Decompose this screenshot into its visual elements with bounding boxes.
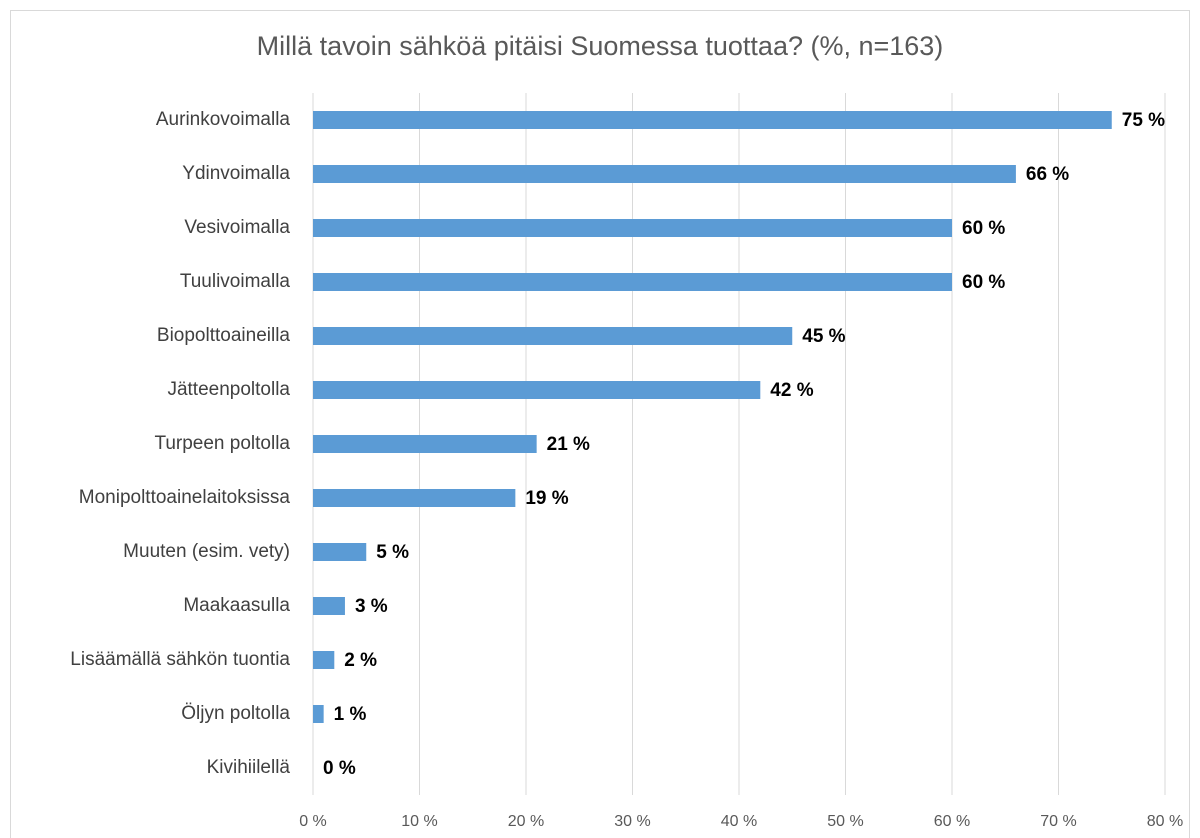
y-tick-label: Tuulivoimalla — [180, 271, 291, 292]
bar — [313, 651, 335, 669]
y-tick-label: Jätteenpoltolla — [167, 379, 290, 400]
y-tick-label: Muuten (esim. vety) — [123, 541, 290, 562]
y-tick-label: Turpeen poltolla — [154, 433, 290, 454]
x-tick-label: 50 % — [827, 813, 863, 830]
y-tick-label: Vesivoimalla — [184, 217, 290, 238]
bar — [313, 489, 516, 507]
bar — [313, 543, 367, 561]
x-tick-label: 40 % — [721, 813, 757, 830]
bar — [313, 219, 952, 237]
y-tick-label: Lisäämällä sähkön tuontia — [70, 649, 290, 670]
x-tick-label: 20 % — [508, 813, 544, 830]
data-label: 0 % — [323, 758, 356, 779]
y-tick-label: Aurinkovoimalla — [156, 109, 291, 130]
bar — [313, 273, 952, 291]
y-tick-label: Biopolttoaineilla — [157, 325, 291, 346]
bar — [313, 597, 345, 615]
data-label: 2 % — [344, 650, 377, 671]
y-tick-label: Kivihiilellä — [207, 757, 291, 778]
chart-frame — [10, 10, 1190, 838]
bar — [313, 705, 324, 723]
chart-title: Millä tavoin sähköä pitäisi Suomessa tuo… — [257, 31, 944, 61]
data-label: 21 % — [547, 434, 590, 455]
data-label: 45 % — [802, 326, 845, 347]
data-label: 75 % — [1122, 110, 1165, 131]
y-tick-label: Öljyn poltolla — [181, 703, 290, 724]
x-tick-label: 30 % — [614, 813, 650, 830]
bar — [313, 165, 1016, 183]
bar — [313, 381, 761, 399]
bar — [313, 327, 793, 345]
y-tick-label: Ydinvoimalla — [182, 163, 290, 184]
x-tick-label: 70 % — [1040, 813, 1076, 830]
y-tick-label: Maakaasulla — [183, 595, 290, 616]
data-label: 1 % — [334, 704, 367, 725]
bar — [313, 435, 537, 453]
data-label: 42 % — [770, 380, 813, 401]
y-tick-label: Monipolttoainelaitoksissa — [79, 487, 291, 508]
x-tick-label: 80 % — [1147, 813, 1183, 830]
data-label: 60 % — [962, 218, 1005, 239]
x-tick-label: 60 % — [934, 813, 970, 830]
data-label: 19 % — [525, 488, 568, 509]
data-label: 60 % — [962, 272, 1005, 293]
data-label: 5 % — [376, 542, 409, 563]
x-tick-label: 10 % — [401, 813, 437, 830]
x-tick-label: 0 % — [299, 813, 327, 830]
bar — [313, 111, 1112, 129]
data-label: 66 % — [1026, 164, 1069, 185]
data-label: 3 % — [355, 596, 388, 617]
